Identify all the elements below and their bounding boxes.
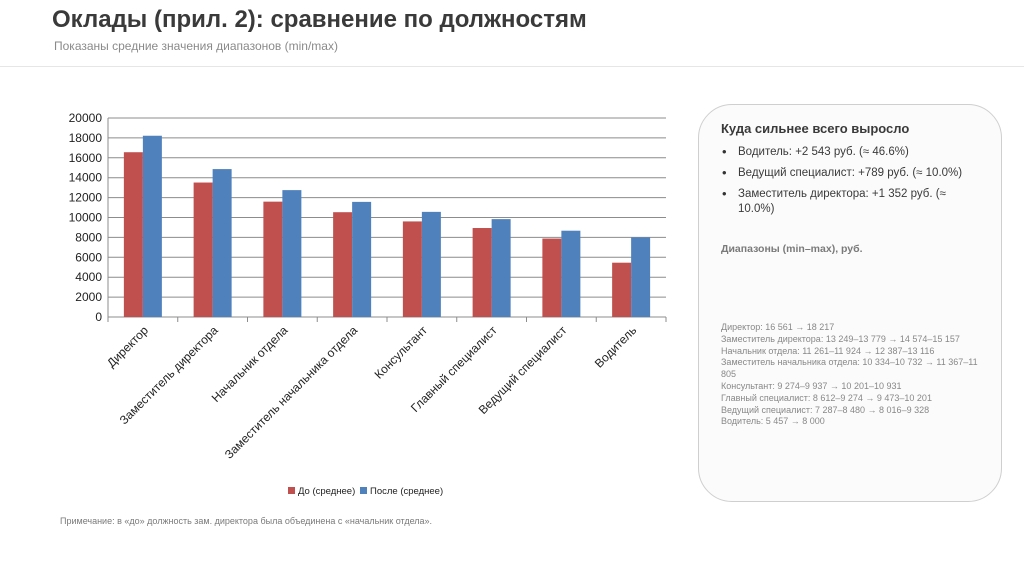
bar-after xyxy=(212,169,232,317)
salary-bar-chart: 0 2000 4000 6000 8000 10000 12000 14000 16000 180… xyxy=(69,111,667,497)
page-header: Оклады (прил. 2): сравнение по должностя… xyxy=(0,0,1024,67)
bar-before xyxy=(612,262,632,317)
y-tick-label: 0 xyxy=(95,310,102,324)
y-tick-label: 8000 xyxy=(75,230,102,244)
bar-after xyxy=(631,237,651,317)
y-tick-label: 6000 xyxy=(75,250,102,264)
legend-label: До (среднее) xyxy=(298,486,355,497)
x-category-label: Заместитель начальника отдела xyxy=(222,323,361,462)
bar-after xyxy=(142,135,162,317)
range-item: Начальник отдела: 11 261–11 924 → 12 387… xyxy=(721,345,935,356)
ranges-heading: Диапазоны (min–max), руб. xyxy=(721,243,863,255)
growth-list: Водитель: +2 543 руб. (≈ 46.6%) Ведущий … xyxy=(721,144,979,223)
y-tick-label: 16000 xyxy=(69,151,103,165)
ranges-list: Директор: 16 561 → 18 217 Заместитель ди… xyxy=(721,322,985,428)
bar-before xyxy=(123,152,143,317)
bar-before xyxy=(263,201,283,317)
x-category-label: Консультант xyxy=(372,323,431,382)
legend-swatch xyxy=(288,487,295,494)
legend-swatch xyxy=(360,487,367,494)
y-tick-label: 14000 xyxy=(69,171,103,185)
y-tick-label: 12000 xyxy=(69,191,103,205)
insights-panel: Куда сильнее всего выросло Водитель: +2 … xyxy=(698,104,1002,502)
y-tick-label: 20000 xyxy=(69,111,103,125)
y-tick-label: 18000 xyxy=(69,131,103,145)
x-category-label: Директор xyxy=(104,323,151,370)
growth-item: Заместитель директора: +1 352 руб. (≈ 10… xyxy=(721,186,979,217)
bar-after xyxy=(282,190,302,317)
y-tick-label: 10000 xyxy=(69,211,103,225)
bar-before xyxy=(402,221,422,317)
range-item: Заместитель директора: 13 249–13 779 → 1… xyxy=(721,333,960,344)
bar-before xyxy=(472,228,492,317)
legend-label: После (среднее) xyxy=(370,486,443,497)
range-item: Водитель: 5 457 → 8 000 xyxy=(721,416,825,427)
bar-after xyxy=(352,201,372,317)
range-item: Ведущий специалист: 7 287–8 480 → 8 016–… xyxy=(721,404,930,415)
growth-item: Водитель: +2 543 руб. (≈ 46.6%) xyxy=(721,144,979,160)
bar-after xyxy=(421,211,441,317)
x-category-label: Водитель xyxy=(592,323,639,370)
range-item: Консультант: 9 274–9 937 → 10 201–10 931 xyxy=(721,380,902,391)
bar-before xyxy=(333,212,353,317)
insights-heading: Куда сильнее всего выросло xyxy=(721,121,910,136)
y-tick-label: 4000 xyxy=(75,270,102,284)
growth-item: Ведущий специалист: +789 руб. (≈ 10.0%) xyxy=(721,165,979,181)
bar-before xyxy=(542,238,562,317)
range-item: Главный специалист: 8 612–9 274 → 9 473–… xyxy=(721,392,932,403)
footnote: Примечание: в «до» должность зам. директ… xyxy=(60,516,433,526)
bar-before xyxy=(193,182,213,317)
page-subtitle: Показаны средние значения диапазонов (mi… xyxy=(54,39,338,53)
range-item: Заместитель начальника отдела: 10 334–10… xyxy=(721,357,978,380)
x-category-label: Начальник отдела xyxy=(209,323,291,405)
page-title: Оклады (прил. 2): сравнение по должностя… xyxy=(52,6,587,33)
bar-after xyxy=(491,219,511,317)
range-item: Директор: 16 561 → 18 217 xyxy=(721,322,835,332)
bar-after xyxy=(561,230,581,317)
y-tick-label: 2000 xyxy=(75,290,102,304)
